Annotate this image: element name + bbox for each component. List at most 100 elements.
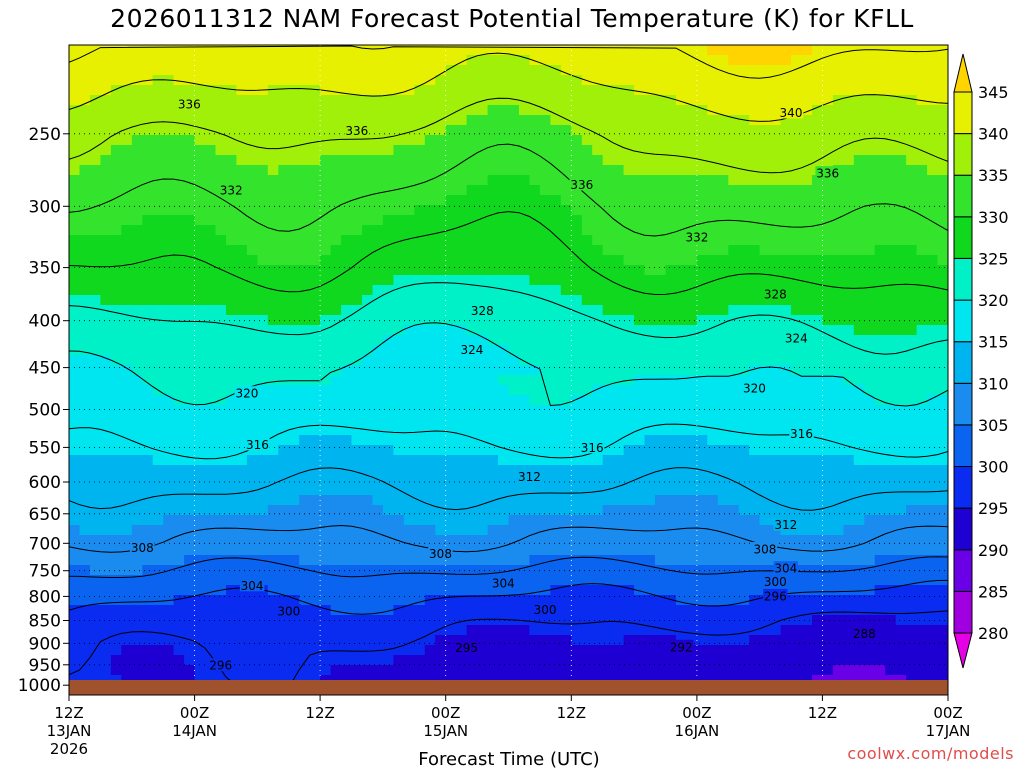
heatmap-cell [403, 545, 415, 556]
heatmap-cell [707, 505, 719, 516]
heatmap-cell [770, 605, 782, 616]
heatmap-cell [791, 485, 803, 496]
heatmap-cell [205, 135, 217, 146]
heatmap-cell [79, 305, 91, 316]
heatmap-cell [780, 505, 792, 516]
heatmap-cell [916, 215, 928, 226]
heatmap-cell [341, 75, 353, 86]
heatmap-cell [832, 445, 844, 456]
heatmap-cell [780, 385, 792, 396]
heatmap-cell [100, 225, 112, 236]
heatmap-cell [623, 625, 635, 636]
heatmap-cell [539, 405, 551, 416]
heatmap-cell [613, 305, 625, 316]
heatmap-cell [864, 65, 876, 76]
heatmap-cell [226, 255, 238, 266]
heatmap-cell [424, 535, 436, 546]
heatmap-cell [665, 425, 677, 436]
heatmap-cell [895, 605, 907, 616]
heatmap-cell [330, 125, 342, 136]
heatmap-cell [644, 55, 656, 66]
heatmap-cell [571, 405, 583, 416]
heatmap-cell [686, 525, 698, 536]
heatmap-cell [121, 445, 133, 456]
heatmap-cell [372, 75, 384, 86]
heatmap-cell [288, 335, 300, 346]
heatmap-cell [205, 175, 217, 186]
heatmap-cell [351, 265, 363, 276]
heatmap-cell [853, 195, 865, 206]
heatmap-cell [864, 95, 876, 106]
heatmap-cell [498, 455, 510, 466]
heatmap-cell [853, 165, 865, 176]
heatmap-cell [424, 135, 436, 146]
heatmap-cell [498, 585, 510, 596]
heatmap-cell [550, 315, 562, 326]
heatmap-cell [843, 235, 855, 246]
heatmap-cell [278, 625, 290, 636]
heatmap-cell [309, 315, 321, 326]
heatmap-cell [759, 505, 771, 516]
heatmap-cell [498, 175, 510, 186]
heatmap-cell [194, 65, 206, 76]
heatmap-cell [330, 55, 342, 66]
heatmap-cell [131, 475, 143, 486]
heatmap-cell [529, 155, 541, 166]
heatmap-cell [382, 585, 394, 596]
heatmap-cell [257, 95, 269, 106]
heatmap-cell [539, 175, 551, 186]
heatmap-cell [560, 175, 572, 186]
heatmap-cell [152, 325, 164, 336]
heatmap-cell [320, 65, 332, 76]
heatmap-cell [937, 565, 948, 576]
heatmap-cell [351, 425, 363, 436]
heatmap-cell [445, 485, 457, 496]
heatmap-cell [372, 635, 384, 646]
heatmap-cell [623, 445, 635, 456]
heatmap-cell [864, 345, 876, 356]
heatmap-cell [278, 235, 290, 246]
heatmap-cell [110, 385, 122, 396]
heatmap-cell [414, 325, 426, 336]
heatmap-cell [320, 275, 332, 286]
heatmap-cell [341, 185, 353, 196]
heatmap-cell [184, 555, 196, 566]
heatmap-cell [927, 455, 939, 466]
heatmap-cell [267, 245, 279, 256]
heatmap-cell [728, 615, 740, 626]
heatmap-cell [456, 465, 468, 476]
heatmap-cell [717, 125, 729, 136]
heatmap-cell [121, 385, 133, 396]
heatmap-cell [686, 455, 698, 466]
heatmap-cell [759, 495, 771, 506]
heatmap-cell [592, 175, 604, 186]
heatmap-cell [142, 85, 154, 96]
heatmap-cell [330, 205, 342, 216]
heatmap-cell [864, 105, 876, 116]
heatmap-cell [717, 345, 729, 356]
heatmap-cell [655, 555, 667, 566]
heatmap-cell [445, 515, 457, 526]
heatmap-cell [246, 245, 258, 256]
heatmap-cell [738, 175, 750, 186]
heatmap-cell [812, 525, 824, 536]
heatmap-cell [278, 315, 290, 326]
heatmap-cell [372, 65, 384, 76]
heatmap-cell [822, 625, 834, 636]
heatmap-cell [330, 625, 342, 636]
heatmap-cell [299, 155, 311, 166]
heatmap-cell [194, 215, 206, 226]
heatmap-cell [770, 205, 782, 216]
heatmap-cell [675, 45, 687, 56]
heatmap-cell [184, 225, 196, 236]
heatmap-cell [89, 165, 101, 176]
heatmap-cell [341, 345, 353, 356]
heatmap-cell [456, 625, 468, 636]
heatmap-cell [529, 435, 541, 446]
heatmap-cell [916, 295, 928, 306]
heatmap-cell [581, 615, 593, 626]
heatmap-cell [770, 165, 782, 176]
heatmap-cell [414, 535, 426, 546]
heatmap-cell [529, 445, 541, 456]
